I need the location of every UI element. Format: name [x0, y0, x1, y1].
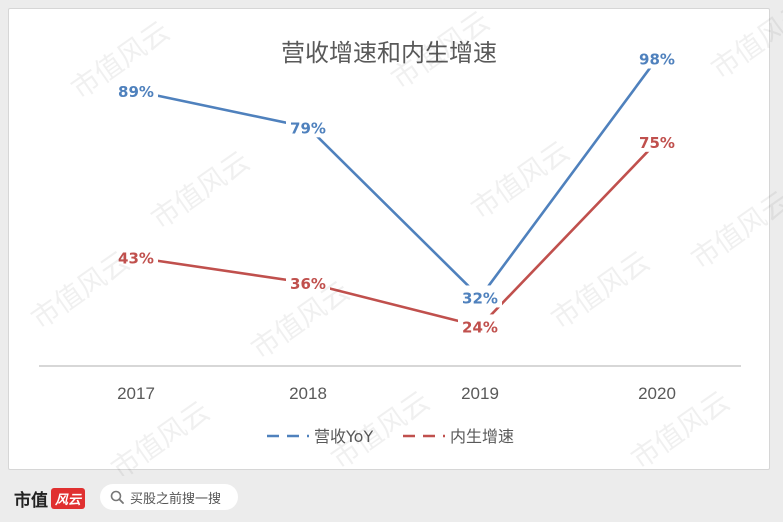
x-tick-label: 2017 — [117, 384, 155, 403]
data-label: 89% — [118, 83, 154, 101]
search-placeholder: 买股之前搜一搜 — [130, 491, 222, 507]
series-line — [135, 140, 658, 328]
data-label: 32% — [462, 289, 498, 307]
data-label: 24% — [462, 318, 498, 336]
data-label-background — [286, 115, 330, 138]
legend-label: 内生增速 — [450, 427, 514, 446]
legend: 营收YoY 内生增速 — [267, 427, 514, 446]
logo-text: 市值 — [14, 491, 48, 511]
series-line — [135, 57, 659, 299]
data-label: 98% — [639, 51, 675, 69]
data-label-background — [458, 314, 502, 337]
chart-title: 营收增速和内生增速 — [281, 39, 497, 67]
site-logo[interactable]: 市值 风云 — [14, 486, 86, 511]
data-label-background — [458, 285, 502, 308]
data-label-background — [635, 129, 679, 152]
data-label: 75% — [639, 134, 675, 152]
data-label-background — [114, 245, 158, 268]
data-label-background — [114, 79, 158, 102]
data-label: 79% — [290, 119, 326, 137]
logo-badge: 风云 — [51, 488, 86, 509]
data-label: 43% — [118, 250, 154, 268]
footer-bar: 市值 风云 买股之前搜一搜 — [0, 476, 783, 522]
chart-panel: 营收增速和内生增速 2017 2018 2019 2020 89% 79% 32% 98% 4… — [8, 8, 770, 470]
data-label-background — [286, 270, 330, 293]
data-label-background — [635, 46, 679, 69]
x-tick-label: 2020 — [638, 384, 676, 403]
search-box[interactable]: 买股之前搜一搜 — [100, 484, 238, 510]
x-tick-label: 2019 — [461, 384, 499, 403]
legend-label: 营收YoY — [314, 427, 373, 446]
data-label: 36% — [290, 275, 326, 293]
x-tick-label: 2018 — [289, 384, 327, 403]
search-icon — [110, 490, 124, 504]
line-chart: 营收增速和内生增速 2017 2018 2019 2020 89% 79% 32% 98% 4… — [39, 39, 741, 446]
